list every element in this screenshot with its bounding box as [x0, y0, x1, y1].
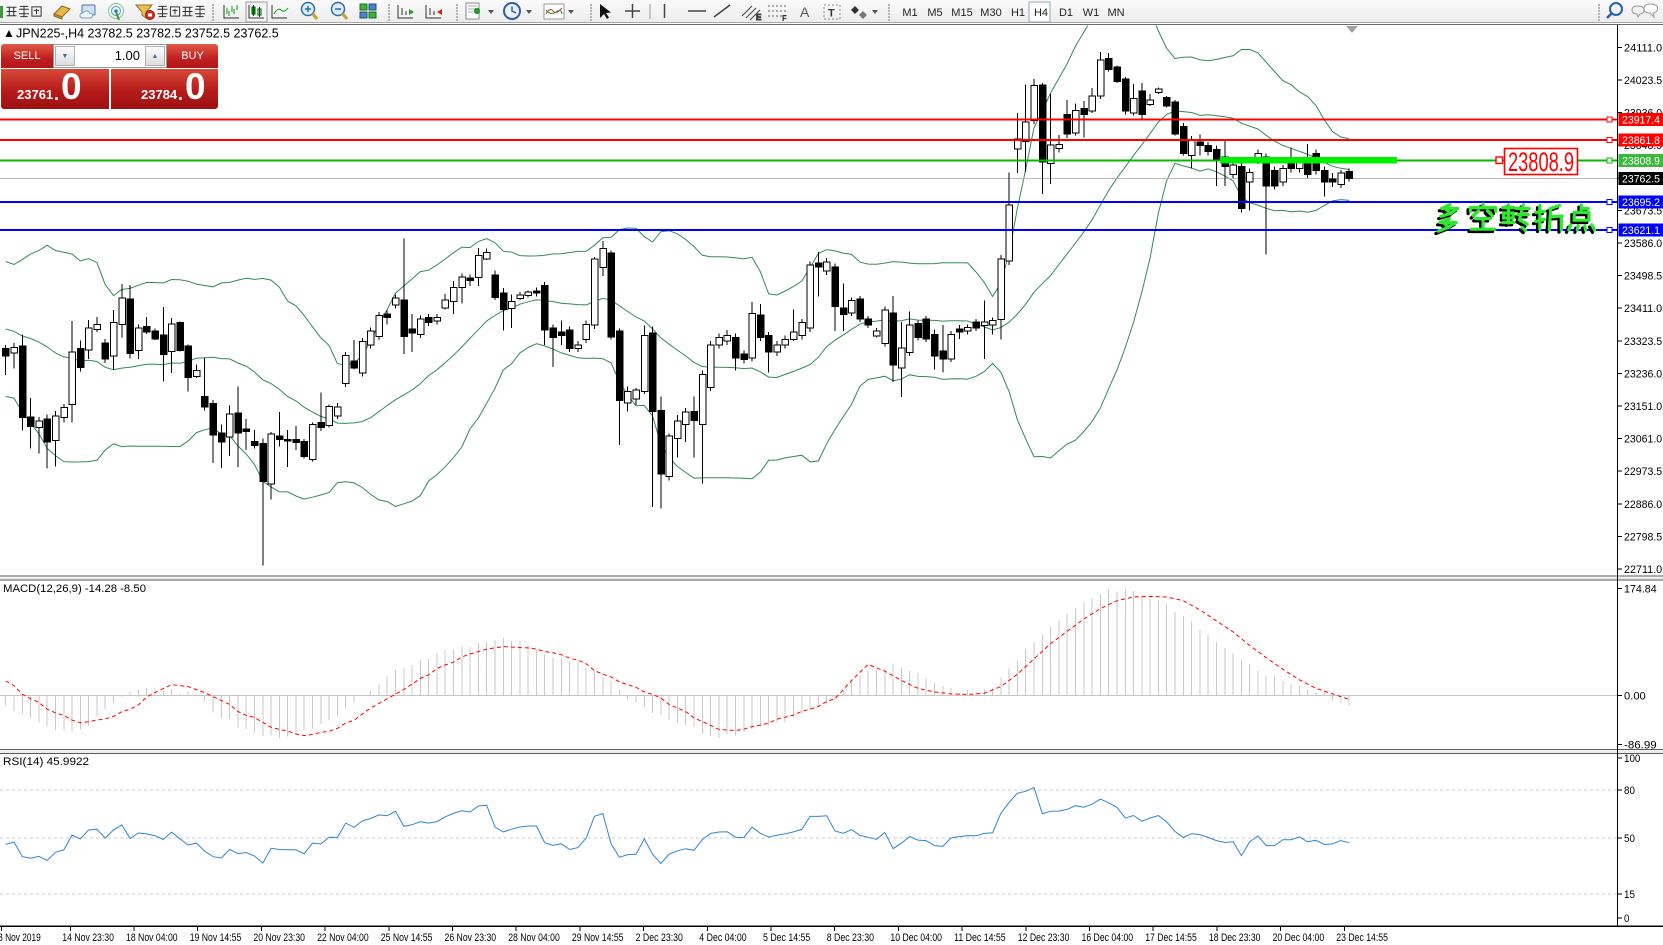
svg-text:24023.5: 24023.5 — [1624, 75, 1662, 87]
svg-text:22798.5: 22798.5 — [1624, 531, 1662, 543]
svg-text:A: A — [800, 4, 810, 20]
svg-text:17 Dec 14:55: 17 Dec 14:55 — [1145, 932, 1197, 944]
svg-text:23917.4: 23917.4 — [1622, 115, 1660, 127]
svg-text:23236.0: 23236.0 — [1624, 368, 1662, 380]
svg-text:0.00: 0.00 — [1624, 691, 1646, 703]
svg-text:13 Nov 2019: 13 Nov 2019 — [0, 932, 41, 944]
svg-text:23695.2: 23695.2 — [1622, 197, 1660, 209]
svg-text:D1: D1 — [1059, 7, 1073, 19]
svg-text:23498.5: 23498.5 — [1624, 271, 1662, 283]
svg-text:22973.5: 22973.5 — [1624, 466, 1662, 478]
svg-text:24111.0: 24111.0 — [1624, 42, 1662, 54]
svg-text:RSI(14) 45.9922: RSI(14) 45.9922 — [3, 756, 89, 768]
svg-text:23621.1: 23621.1 — [1622, 225, 1660, 237]
svg-text:23808.9: 23808.9 — [1508, 147, 1574, 177]
svg-text:25 Nov 14:55: 25 Nov 14:55 — [381, 932, 433, 944]
svg-text:5 Dec 14:55: 5 Dec 14:55 — [763, 932, 810, 944]
svg-text:2 Dec 23:30: 2 Dec 23:30 — [636, 932, 683, 944]
svg-text:15: 15 — [1624, 889, 1635, 901]
svg-text:23 Dec 14:55: 23 Dec 14:55 — [1336, 932, 1388, 944]
svg-text:100: 100 — [1624, 753, 1640, 765]
svg-text:50: 50 — [1624, 833, 1635, 845]
svg-text:E: E — [756, 13, 762, 22]
svg-text:80: 80 — [1624, 785, 1635, 797]
svg-text:20 Nov 23:30: 20 Nov 23:30 — [253, 932, 305, 944]
svg-text:18 Dec 23:30: 18 Dec 23:30 — [1209, 932, 1261, 944]
svg-text:-86.99: -86.99 — [1624, 740, 1657, 752]
svg-text:23861.8: 23861.8 — [1622, 135, 1660, 147]
svg-text:23151.0: 23151.0 — [1624, 401, 1662, 413]
svg-text:23762.5: 23762.5 — [1622, 174, 1660, 186]
svg-text:28 Nov 04:00: 28 Nov 04:00 — [508, 932, 560, 944]
svg-text:4 Dec 04:00: 4 Dec 04:00 — [699, 932, 746, 944]
svg-text:MN: MN — [1107, 7, 1124, 19]
svg-text:M15: M15 — [951, 7, 972, 19]
svg-text:H1: H1 — [1011, 7, 1025, 19]
svg-text:23411.0: 23411.0 — [1624, 303, 1662, 315]
svg-text:16 Dec 04:00: 16 Dec 04:00 — [1082, 932, 1134, 944]
svg-text:22 Nov 04:00: 22 Nov 04:00 — [317, 932, 369, 944]
svg-text:F: F — [782, 14, 787, 23]
svg-text:W1: W1 — [1083, 7, 1100, 19]
svg-text:18 Nov 04:00: 18 Nov 04:00 — [126, 932, 178, 944]
svg-text:22711.0: 22711.0 — [1624, 564, 1662, 576]
svg-text:29 Nov 14:55: 29 Nov 14:55 — [572, 932, 624, 944]
svg-text:12 Dec 23:30: 12 Dec 23:30 — [1018, 932, 1070, 944]
svg-text:10 Dec 04:00: 10 Dec 04:00 — [890, 932, 942, 944]
svg-text:20 Dec 04:00: 20 Dec 04:00 — [1273, 932, 1325, 944]
svg-text:M30: M30 — [980, 7, 1001, 19]
svg-text:19 Nov 14:55: 19 Nov 14:55 — [190, 932, 242, 944]
svg-text:23323.5: 23323.5 — [1624, 336, 1662, 348]
svg-text:H4: H4 — [1034, 7, 1048, 19]
svg-text:23586.0: 23586.0 — [1624, 238, 1662, 250]
svg-text:23061.0: 23061.0 — [1624, 434, 1662, 446]
svg-text:174.84: 174.84 — [1624, 584, 1657, 596]
svg-text:14 Nov 23:30: 14 Nov 23:30 — [62, 932, 114, 944]
svg-text:MACD(12,26,9) -14.28 -8.50: MACD(12,26,9) -14.28 -8.50 — [3, 583, 146, 595]
svg-text:▲: ▲ — [3, 26, 15, 40]
svg-text:22886.0: 22886.0 — [1624, 499, 1662, 511]
svg-text:11 Dec 14:55: 11 Dec 14:55 — [954, 932, 1006, 944]
svg-text:23808.9: 23808.9 — [1622, 156, 1660, 168]
svg-text:8 Dec 23:30: 8 Dec 23:30 — [827, 932, 874, 944]
svg-text:T: T — [828, 8, 835, 20]
svg-text:0: 0 — [1624, 913, 1629, 925]
svg-text:26 Nov 23:30: 26 Nov 23:30 — [445, 932, 497, 944]
svg-text:M1: M1 — [902, 7, 917, 19]
svg-text:JPN225-,H4 23782.5 23782.5 23: JPN225-,H4 23782.5 23782.5 23752.5 23762… — [16, 27, 279, 41]
svg-text:M5: M5 — [927, 7, 942, 19]
